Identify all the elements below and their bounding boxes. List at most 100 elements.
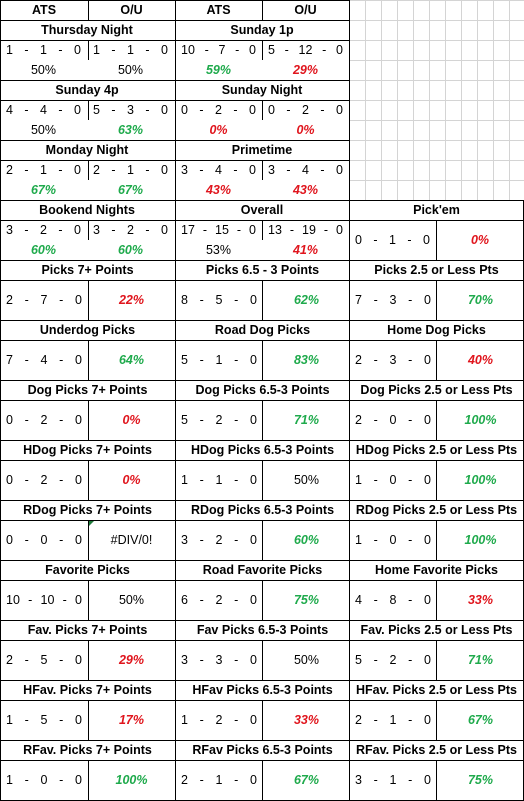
record-cell[interactable]: 4-8-0 <box>349 580 437 620</box>
percent-cell[interactable]: 100% <box>464 413 497 427</box>
border-line <box>0 200 349 201</box>
record-cell[interactable]: 1-2-0 <box>175 700 263 740</box>
ats-percent[interactable]: 50% <box>30 63 57 77</box>
record-cell[interactable]: 2-1-0 <box>175 760 263 800</box>
record-cell[interactable]: 2-5-0 <box>0 640 88 680</box>
percent-cell[interactable]: 67% <box>293 773 320 787</box>
record-cell[interactable]: 2-3-0 <box>349 340 437 380</box>
ats-percent[interactable]: 50% <box>30 123 57 137</box>
ats-record[interactable]: 17-15-0 <box>175 220 262 240</box>
ats-record[interactable]: 10-7-0 <box>175 40 262 60</box>
percent-cell[interactable]: 0% <box>122 473 141 487</box>
section-title: Pick'em <box>413 203 460 217</box>
record-cell[interactable]: 1-0-0 <box>0 760 88 800</box>
record-cell[interactable]: 7-4-0 <box>0 340 88 380</box>
record-cell[interactable]: 2-1-0 <box>349 700 437 740</box>
percent-cell[interactable]: 60% <box>293 533 320 547</box>
ats-record[interactable]: 0-2-0 <box>175 100 262 120</box>
ou-record[interactable]: 0-2-0 <box>262 100 349 120</box>
separator: - <box>24 353 29 367</box>
percent-cell[interactable]: 50% <box>293 653 320 667</box>
percent-cell[interactable]: 62% <box>293 293 320 307</box>
ou-percent[interactable]: 29% <box>292 63 319 77</box>
record-cell[interactable]: 5-2-0 <box>349 640 437 680</box>
percent-cell[interactable]: 17% <box>118 713 145 727</box>
ou-record[interactable]: 13-19-0 <box>262 220 349 240</box>
record-cell[interactable]: 1-0-0 <box>349 460 437 500</box>
record-cell[interactable]: 8-5-0 <box>175 280 263 320</box>
ou-record[interactable]: 2-1-0 <box>87 160 174 180</box>
percent-cell[interactable]: 67% <box>467 713 494 727</box>
ats-percent[interactable]: 60% <box>30 243 57 257</box>
ou-percent[interactable]: 50% <box>117 63 144 77</box>
ou-percent[interactable]: 41% <box>292 243 319 257</box>
ats-percent[interactable]: 0% <box>209 123 228 137</box>
ats-record[interactable]: 3-2-0 <box>0 220 87 240</box>
record-cell[interactable]: 0-2-0 <box>0 400 88 440</box>
percent-cell[interactable]: 71% <box>467 653 494 667</box>
ats-record[interactable]: 2-1-0 <box>0 160 87 180</box>
ou-percent[interactable]: 67% <box>117 183 144 197</box>
record-cell[interactable]: 0-0-0 <box>0 520 88 560</box>
record-cell[interactable]: 2-7-0 <box>0 280 88 320</box>
ou-record[interactable]: 5-12-0 <box>262 40 349 60</box>
record-cell[interactable]: 7-3-0 <box>349 280 437 320</box>
ats-record[interactable]: 3-4-0 <box>175 160 262 180</box>
percent-cell[interactable]: 71% <box>293 413 320 427</box>
percent-cell[interactable]: 100% <box>464 533 497 547</box>
border-line <box>262 760 263 800</box>
percent-cell[interactable]: 70% <box>467 293 494 307</box>
border-line <box>88 220 89 240</box>
ats-record[interactable]: 1-1-0 <box>0 40 87 60</box>
percent-cell[interactable]: 75% <box>467 773 494 787</box>
record-cell[interactable]: 3-2-0 <box>175 520 263 560</box>
separator: - <box>407 233 412 247</box>
percent-cell[interactable]: 0% <box>122 413 141 427</box>
percent-cell[interactable]: 75% <box>293 593 320 607</box>
record-cell[interactable]: 10-10-0 <box>0 580 88 620</box>
percent-cell[interactable]: 83% <box>293 353 320 367</box>
ou-record[interactable]: 5-3-0 <box>87 100 174 120</box>
wins-value: 2 <box>355 713 362 727</box>
record-cell[interactable]: 1-5-0 <box>0 700 88 740</box>
ou-record[interactable]: 3-4-0 <box>262 160 349 180</box>
percent-cell[interactable]: 29% <box>118 653 145 667</box>
percent-cell[interactable]: 100% <box>115 773 148 787</box>
border-line <box>0 220 349 221</box>
percent-cell[interactable]: 64% <box>118 353 145 367</box>
ou-percent[interactable]: 0% <box>296 123 315 137</box>
record-cell[interactable]: 2-0-0 <box>349 400 437 440</box>
record-cell[interactable]: 5-1-0 <box>175 340 263 380</box>
ats-percent[interactable]: 59% <box>205 63 232 77</box>
record-cell[interactable]: 6-2-0 <box>175 580 263 620</box>
record-cell[interactable]: 0-2-0 <box>0 460 88 500</box>
ou-percent[interactable]: 63% <box>117 123 144 137</box>
ats-percent[interactable]: 53% <box>205 243 232 257</box>
percent-cell[interactable]: #DIV/0! <box>110 533 153 547</box>
ats-percent[interactable]: 67% <box>30 183 57 197</box>
border-line <box>262 160 263 180</box>
percent-cell[interactable]: 100% <box>464 473 497 487</box>
percent-cell[interactable]: 22% <box>118 293 145 307</box>
percent-cell[interactable]: 0% <box>470 233 490 247</box>
ou-record[interactable]: 1-1-0 <box>87 40 174 60</box>
record-cell[interactable]: 0-1-0 <box>349 220 436 260</box>
pushes-value: 0 <box>75 353 82 367</box>
percent-cell[interactable]: 50% <box>293 473 320 487</box>
record-cell[interactable]: 3-1-0 <box>349 760 437 800</box>
record-cell[interactable]: 1-0-0 <box>349 520 437 560</box>
percent-cell[interactable]: 33% <box>467 593 494 607</box>
ats-record[interactable]: 4-4-0 <box>0 100 87 120</box>
percent-cell[interactable]: 33% <box>293 713 320 727</box>
ats-percent[interactable]: 43% <box>205 183 232 197</box>
record-cell[interactable]: 5-2-0 <box>175 400 263 440</box>
section-title: HDog Picks 6.5-3 Points <box>190 443 335 457</box>
record-cell[interactable]: 1-1-0 <box>175 460 263 500</box>
ou-percent[interactable]: 43% <box>292 183 319 197</box>
percent-cell[interactable]: 40% <box>467 353 494 367</box>
record-cell[interactable]: 3-3-0 <box>175 640 263 680</box>
border-line <box>88 340 89 380</box>
percent-cell[interactable]: 50% <box>118 593 145 607</box>
ou-record[interactable]: 3-2-0 <box>87 220 174 240</box>
ou-percent[interactable]: 60% <box>117 243 144 257</box>
